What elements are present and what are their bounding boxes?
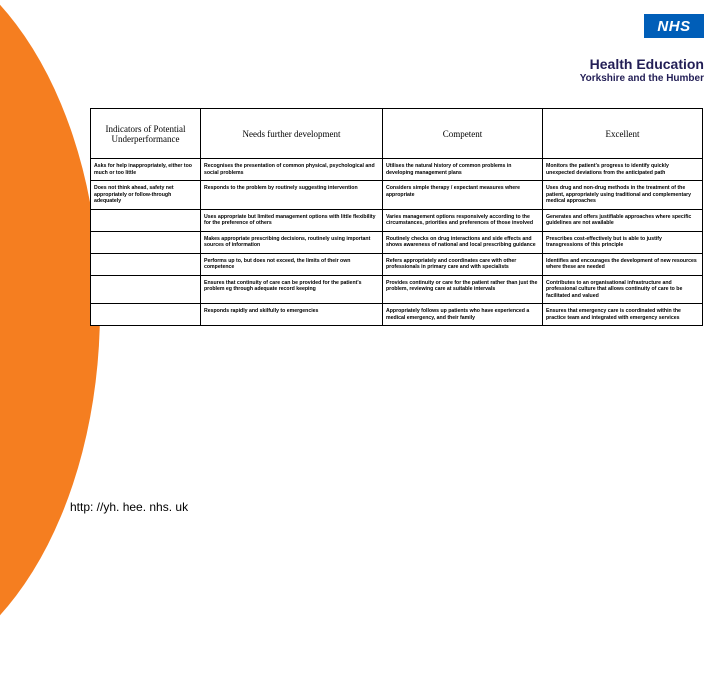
cell-excellent: Identifies and encourages the developmen…	[543, 253, 703, 275]
cell-needs: Responds rapidly and skilfully to emerge…	[201, 304, 383, 326]
table-row: Makes appropriate prescribing decisions,…	[91, 231, 703, 253]
org-line2: Yorkshire and the Humber	[580, 73, 704, 84]
cell-competent: Considers simple therapy / expectant mea…	[383, 181, 543, 210]
cell-indicator: Asks for help inappropriately, either to…	[91, 159, 201, 181]
org-line1: Health Education	[580, 56, 704, 72]
cell-excellent: Ensures that emergency care is coordinat…	[543, 304, 703, 326]
table-row: Asks for help inappropriately, either to…	[91, 159, 703, 181]
nhs-logo-text: NHS	[657, 18, 690, 35]
table-row: Performs up to, but does not exceed, the…	[91, 253, 703, 275]
cell-needs: Uses appropriate but limited management …	[201, 209, 383, 231]
cell-competent: Utilises the natural history of common p…	[383, 159, 543, 181]
cell-competent: Provides continuity or care for the pati…	[383, 275, 543, 304]
competency-table: Indicators of Potential Underperformance…	[90, 108, 703, 326]
slide-content: NHS Health Education Yorkshire and the H…	[0, 0, 720, 540]
cell-needs: Responds to the problem by routinely sug…	[201, 181, 383, 210]
header-competent: Competent	[383, 109, 543, 159]
cell-needs: Performs up to, but does not exceed, the…	[201, 253, 383, 275]
cell-indicator	[91, 209, 201, 231]
cell-excellent: Contributes to an organisational infrast…	[543, 275, 703, 304]
org-name: Health Education Yorkshire and the Humbe…	[580, 56, 704, 84]
cell-excellent: Monitors the patient's progress to ident…	[543, 159, 703, 181]
header-needs-dev: Needs further development	[201, 109, 383, 159]
cell-indicator	[91, 253, 201, 275]
cell-needs: Makes appropriate prescribing decisions,…	[201, 231, 383, 253]
cell-excellent: Generates and offers justifiable approac…	[543, 209, 703, 231]
cell-excellent: Prescribes cost-effectively but is able …	[543, 231, 703, 253]
cell-indicator: Does not think ahead, safety net appropr…	[91, 181, 201, 210]
header-excellent: Excellent	[543, 109, 703, 159]
table-body: Asks for help inappropriately, either to…	[91, 159, 703, 326]
cell-indicator	[91, 275, 201, 304]
cell-indicator	[91, 231, 201, 253]
cell-needs: Ensures that continuity of care can be p…	[201, 275, 383, 304]
cell-excellent: Uses drug and non-drug methods in the tr…	[543, 181, 703, 210]
competency-table-wrap: Indicators of Potential Underperformance…	[90, 108, 702, 326]
cell-competent: Routinely checks on drug interactions an…	[383, 231, 543, 253]
table-row: Uses appropriate but limited management …	[91, 209, 703, 231]
cell-needs: Recognises the presentation of common ph…	[201, 159, 383, 181]
table-row: Does not think ahead, safety net appropr…	[91, 181, 703, 210]
cell-competent: Refers appropriately and coordinates car…	[383, 253, 543, 275]
table-row: Responds rapidly and skilfully to emerge…	[91, 304, 703, 326]
header-indicators: Indicators of Potential Underperformance	[91, 109, 201, 159]
cell-competent: Appropriately follows up patients who ha…	[383, 304, 543, 326]
table-header-row: Indicators of Potential Underperformance…	[91, 109, 703, 159]
table-row: Ensures that continuity of care can be p…	[91, 275, 703, 304]
footer-url: http: //yh. hee. nhs. uk	[70, 500, 188, 514]
cell-indicator	[91, 304, 201, 326]
cell-competent: Varies management options responsively a…	[383, 209, 543, 231]
nhs-logo: NHS	[644, 14, 704, 38]
